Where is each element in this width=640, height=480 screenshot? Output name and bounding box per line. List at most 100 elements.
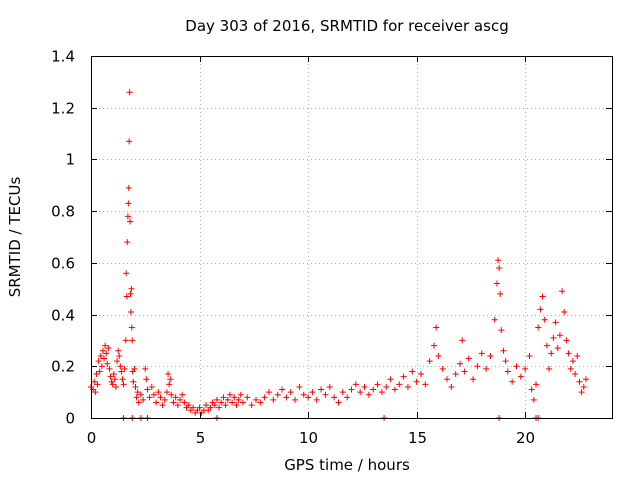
data-point [565,350,572,357]
data-point [167,376,174,383]
data-point [556,332,563,339]
data-point [127,218,134,225]
data-point [313,396,320,403]
data-point [331,394,338,401]
data-point [92,389,99,396]
data-point [161,396,168,403]
data-point [124,239,131,246]
data-point [150,391,157,398]
data-point [104,360,111,367]
data-point [123,270,130,277]
data-point [126,138,133,145]
data-point [502,358,509,365]
data-point [226,391,233,398]
data-point [93,371,100,378]
data-point [430,342,437,349]
data-point [548,350,555,357]
y-tick-label: 0.2 [51,358,75,376]
data-point [582,376,589,383]
data-point [207,404,214,411]
data-point [252,396,259,403]
data-point [270,396,277,403]
data-point [567,365,574,372]
data-point [170,399,177,406]
data-point [132,383,139,390]
data-point [274,391,281,398]
data-point [576,378,583,385]
data-point [190,404,197,411]
data-point [533,381,540,388]
x-axis-label: GPS time / hours [284,456,410,474]
data-point [220,394,227,401]
data-point [404,383,411,390]
x-tick-labels: 0 5 10 15 20 [87,429,535,447]
x-tick-label: 20 [516,429,535,447]
data-point [235,396,242,403]
x-tick-label: 10 [299,429,318,447]
data-point [461,368,468,375]
data-point [129,337,136,344]
data-point [426,358,433,365]
data-point [125,200,132,207]
data-point [409,368,416,375]
data-point [233,402,240,409]
data-point [120,381,127,388]
data-point [128,285,135,292]
axis-ticks [91,56,612,419]
data-point [95,358,102,365]
y-tick-label: 1.2 [51,100,75,118]
data-point [554,345,561,352]
data-point [470,376,477,383]
data-point [574,352,581,359]
data-point [539,293,546,300]
data-point [495,257,502,264]
data-point [106,365,113,372]
data-point [439,365,446,372]
y-tick-label: 1.4 [51,48,75,66]
x-tick-label: 15 [408,429,427,447]
data-point [513,363,520,370]
data-point [348,386,355,393]
data-point [231,394,238,401]
data-point [126,89,133,96]
data-point [474,363,481,370]
data-point [378,389,385,396]
data-point [174,402,181,409]
data-point [444,376,451,383]
data-point [352,381,359,388]
data-point [96,368,103,375]
data-point [181,399,188,406]
data-point [97,352,104,359]
data-point [374,381,381,388]
data-point [283,394,290,401]
data-point [435,352,442,359]
data-point [279,386,286,393]
data-point [500,347,507,354]
data-point [122,337,129,344]
data-point [131,365,138,372]
data-point [185,402,192,409]
data-point [487,352,494,359]
data-point [550,334,557,341]
data-point [459,337,466,344]
data-point [526,352,533,359]
data-point [211,402,218,409]
data-point [300,391,307,398]
data-point [159,402,166,409]
data-point [108,378,115,385]
data-point [580,383,587,390]
data-point [572,371,579,378]
data-point [109,381,116,388]
data-point [172,394,179,401]
data-point [213,396,220,403]
data-point [326,383,333,390]
data-point [111,376,118,383]
data-point [203,402,210,409]
data-point [121,365,128,372]
data-point [537,306,544,313]
data-point [143,376,150,383]
x-tick-label: 5 [196,429,206,447]
data-point [552,319,559,326]
data-point [391,386,398,393]
